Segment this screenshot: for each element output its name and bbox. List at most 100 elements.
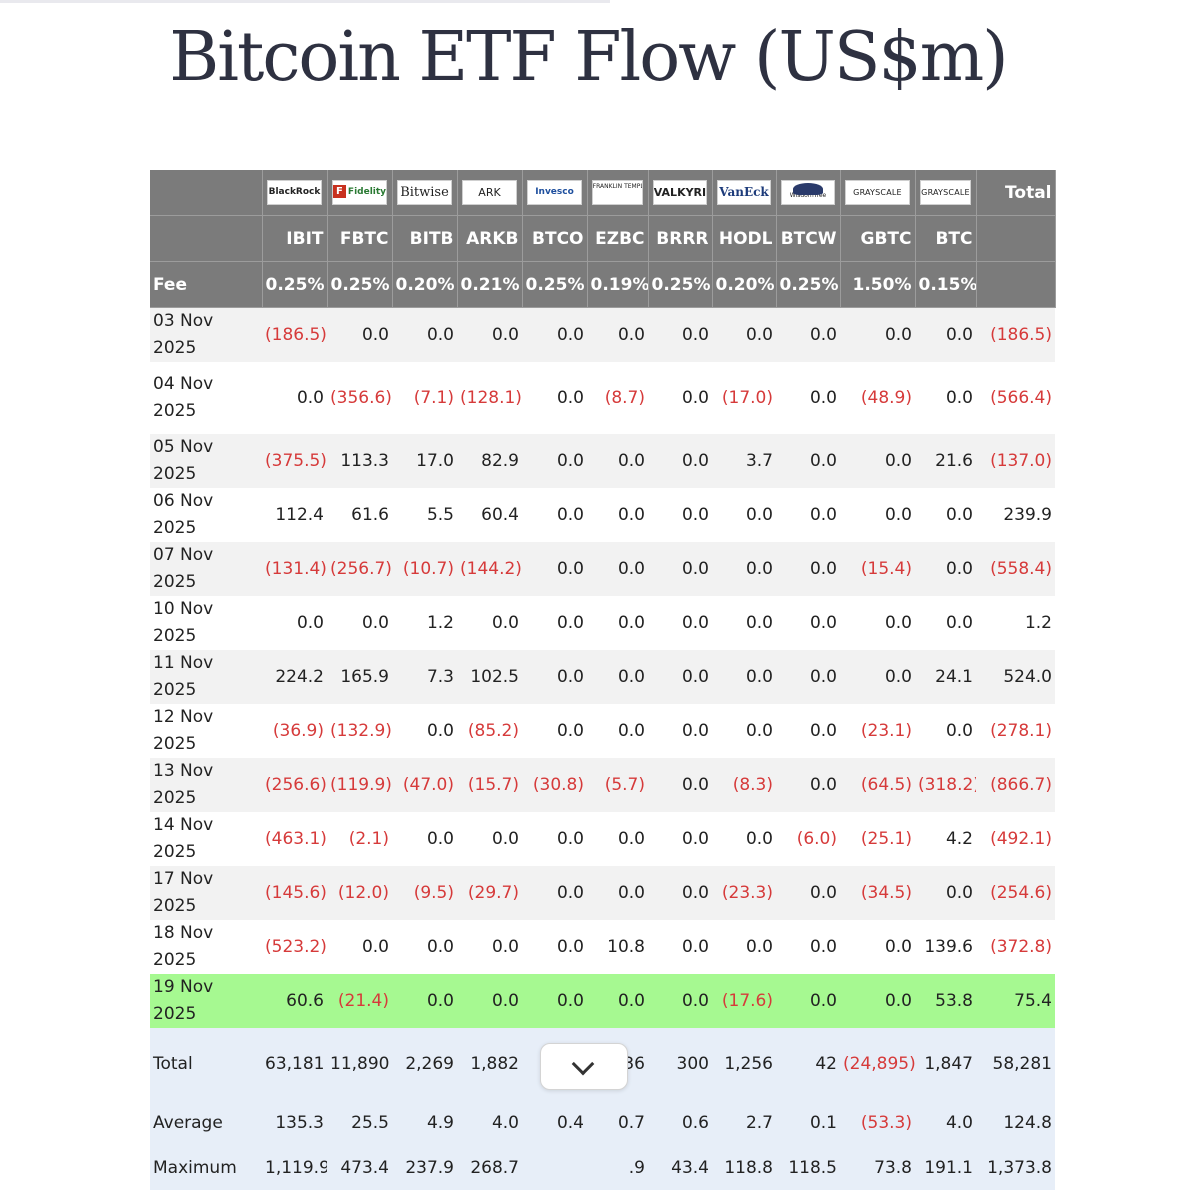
flow-cell: 61.6 (327, 488, 392, 542)
row-date: 04 Nov 2025 (150, 362, 262, 434)
flow-cell: 0.0 (522, 650, 587, 704)
row-date: 17 Nov 2025 (150, 866, 262, 920)
flow-cell: 0.0 (915, 362, 976, 434)
flow-cell: 0.0 (915, 307, 976, 362)
flow-cell: 0.0 (648, 650, 712, 704)
flow-cell: 0.0 (776, 542, 840, 596)
flow-cell: 0.0 (915, 488, 976, 542)
flow-cell: 0.0 (776, 704, 840, 758)
ticker-header: ARKB (457, 215, 523, 262)
summary-cell: 1,847 (915, 1028, 976, 1100)
flow-cell: 24.1 (915, 650, 976, 704)
flow-cell: 0.0 (648, 434, 712, 488)
flow-cell: (8.7) (587, 362, 648, 434)
flow-cell: 0.0 (587, 866, 648, 920)
flow-cell: 0.0 (648, 974, 712, 1028)
row-total-cell: (558.4) (976, 542, 1055, 596)
flow-cell: 0.0 (776, 488, 840, 542)
flow-cell: (7.1) (392, 362, 457, 434)
flow-cell: (12.0) (327, 866, 392, 920)
summary-cell: 1,119.9 (262, 1145, 327, 1190)
summary-cell: 1,373.8 (976, 1145, 1055, 1190)
ticker-header: FBTC (327, 215, 393, 262)
row-total-cell: (137.0) (976, 434, 1055, 488)
flow-cell: 0.0 (587, 307, 648, 362)
etf-flow-table: BlackRock F Fidelity Bitwise ARK Invesco … (150, 170, 1056, 1190)
summary-cell: 4.9 (392, 1100, 457, 1145)
flow-cell: 0.0 (840, 488, 915, 542)
flow-cell: 0.0 (776, 758, 840, 812)
row-date: 03 Nov 2025 (150, 307, 262, 362)
flow-cell: (10.7) (392, 542, 457, 596)
ticker-header-row: IBIT FBTC BITB ARKB BTCO EZBC BRRR HODL … (150, 215, 1056, 262)
flow-cell: 4.2 (915, 812, 976, 866)
flow-cell: 0.0 (648, 758, 712, 812)
flow-cell: 0.0 (457, 920, 522, 974)
flow-cell: 0.0 (712, 307, 776, 362)
row-total-cell: 75.4 (976, 974, 1055, 1028)
summary-label: Average (150, 1100, 262, 1145)
flow-cell: 0.0 (262, 596, 327, 650)
flow-cell: (29.7) (457, 866, 522, 920)
ticker-header: BTCO (522, 215, 588, 262)
wisdomtree-logo: WisdomTree (780, 180, 836, 205)
fee-value: 0.15% (915, 261, 977, 308)
flow-cell: 0.0 (392, 704, 457, 758)
flow-cell: 0.0 (522, 812, 587, 866)
flow-cell: 0.0 (587, 974, 648, 1028)
ticker-header: HODL (712, 215, 777, 262)
flow-cell: (15.7) (457, 758, 522, 812)
header-corner (150, 170, 263, 216)
summary-cell: (53.3) (840, 1100, 915, 1145)
fee-value: 0.25% (776, 261, 841, 308)
flow-cell: (132.9) (327, 704, 392, 758)
flow-cell: 0.0 (392, 974, 457, 1028)
blackrock-logo: BlackRock (266, 180, 323, 205)
fee-value: 0.25% (327, 261, 393, 308)
fee-value: 0.19% (587, 261, 649, 308)
franklin-templeton-logo: FRANKLIN TEMPLETON (591, 180, 644, 205)
flow-cell: (15.4) (840, 542, 915, 596)
summary-cell: 0.4 (522, 1100, 587, 1145)
row-date: 06 Nov 2025 (150, 488, 262, 542)
vaneck-logo: VanEck (716, 180, 772, 205)
summary-cell: .9 (587, 1145, 648, 1190)
flow-cell: 0.0 (327, 596, 392, 650)
row-date: 19 Nov 2025 (150, 974, 262, 1028)
flow-cell: 102.5 (457, 650, 522, 704)
flow-cell: (144.2) (457, 542, 522, 596)
flow-cell: 0.0 (522, 434, 587, 488)
flow-cell: 0.0 (840, 974, 915, 1028)
summary-cell: 43.4 (648, 1145, 712, 1190)
flow-cell: 0.0 (457, 307, 522, 362)
flow-cell: 10.8 (587, 920, 648, 974)
flow-cell: 224.2 (262, 650, 327, 704)
row-total-cell: (566.4) (976, 362, 1055, 434)
flow-cell: (23.3) (712, 866, 776, 920)
flow-cell: 139.6 (915, 920, 976, 974)
flow-cell: 0.0 (776, 434, 840, 488)
row-total-cell: (866.7) (976, 758, 1055, 812)
flow-cell: 0.0 (392, 812, 457, 866)
flow-cell: 0.0 (840, 434, 915, 488)
total-column-header: Total (976, 170, 1056, 216)
flow-cell: (119.9) (327, 758, 392, 812)
summary-cell: 124.8 (976, 1100, 1055, 1145)
flow-cell: (128.1) (457, 362, 522, 434)
flow-cell: 60.6 (262, 974, 327, 1028)
fee-value: 0.25% (648, 261, 713, 308)
summary-cell: 1,882 (457, 1028, 522, 1100)
scroll-down-button[interactable] (540, 1043, 628, 1090)
flow-cell: 0.0 (915, 866, 976, 920)
summary-cell: 0.1 (776, 1100, 840, 1145)
summary-cell: 0.7 (587, 1100, 648, 1145)
flow-cell: 165.9 (327, 650, 392, 704)
flow-cell: 0.0 (587, 704, 648, 758)
flow-cell: (47.0) (392, 758, 457, 812)
row-total-cell: (278.1) (976, 704, 1055, 758)
ticker-header: IBIT (262, 215, 328, 262)
flow-cell: 0.0 (915, 704, 976, 758)
flow-cell: 0.0 (776, 596, 840, 650)
fidelity-logo: F Fidelity (331, 180, 388, 205)
fee-value: 1.50% (840, 261, 916, 308)
